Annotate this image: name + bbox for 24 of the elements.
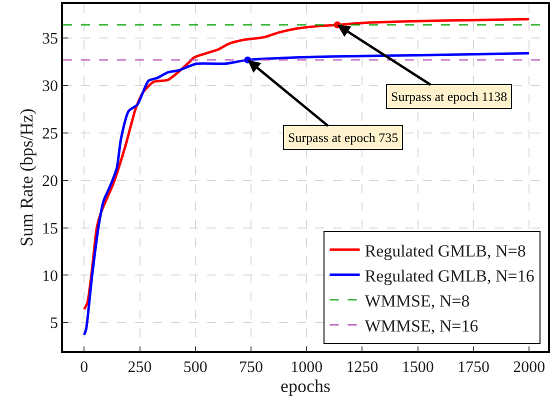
y-axis-title: Sum Rate (bps/Hz) <box>16 108 37 246</box>
x-tick-label: 250 <box>128 358 152 376</box>
x-tick-label: 1500 <box>402 358 434 376</box>
x-tick-label: 1250 <box>346 358 378 376</box>
y-tick-label: 15 <box>42 220 58 238</box>
y-tick-label: 30 <box>42 78 58 96</box>
legend-label: WMMSE, N=16 <box>364 316 478 336</box>
y-tick-label: 5 <box>50 315 58 332</box>
legend-label: Regulated GMLB, N=8 <box>364 241 526 260</box>
legend-label: Regulated GMLB, N=16 <box>364 266 534 286</box>
y-tick-label: 20 <box>42 172 58 190</box>
x-tick-label: 750 <box>238 358 263 376</box>
x-tick-label: 0 <box>80 358 88 376</box>
annotation: Surpass at epoch 1138 <box>391 89 508 104</box>
x-tick-label: 2000 <box>513 358 546 376</box>
y-tick-label: 35 <box>42 30 58 48</box>
x-axis-title: epochs <box>280 376 330 396</box>
x-tick-label: 1000 <box>290 358 323 376</box>
y-tick-label: 25 <box>42 126 58 143</box>
annotation: Surpass at epoch 735 <box>288 130 398 145</box>
legend-label: WMMSE, N=8 <box>364 291 470 310</box>
y-tick-label: 10 <box>42 268 58 285</box>
x-tick-label: 1750 <box>457 358 490 376</box>
x-tick-label: 500 <box>183 358 208 376</box>
